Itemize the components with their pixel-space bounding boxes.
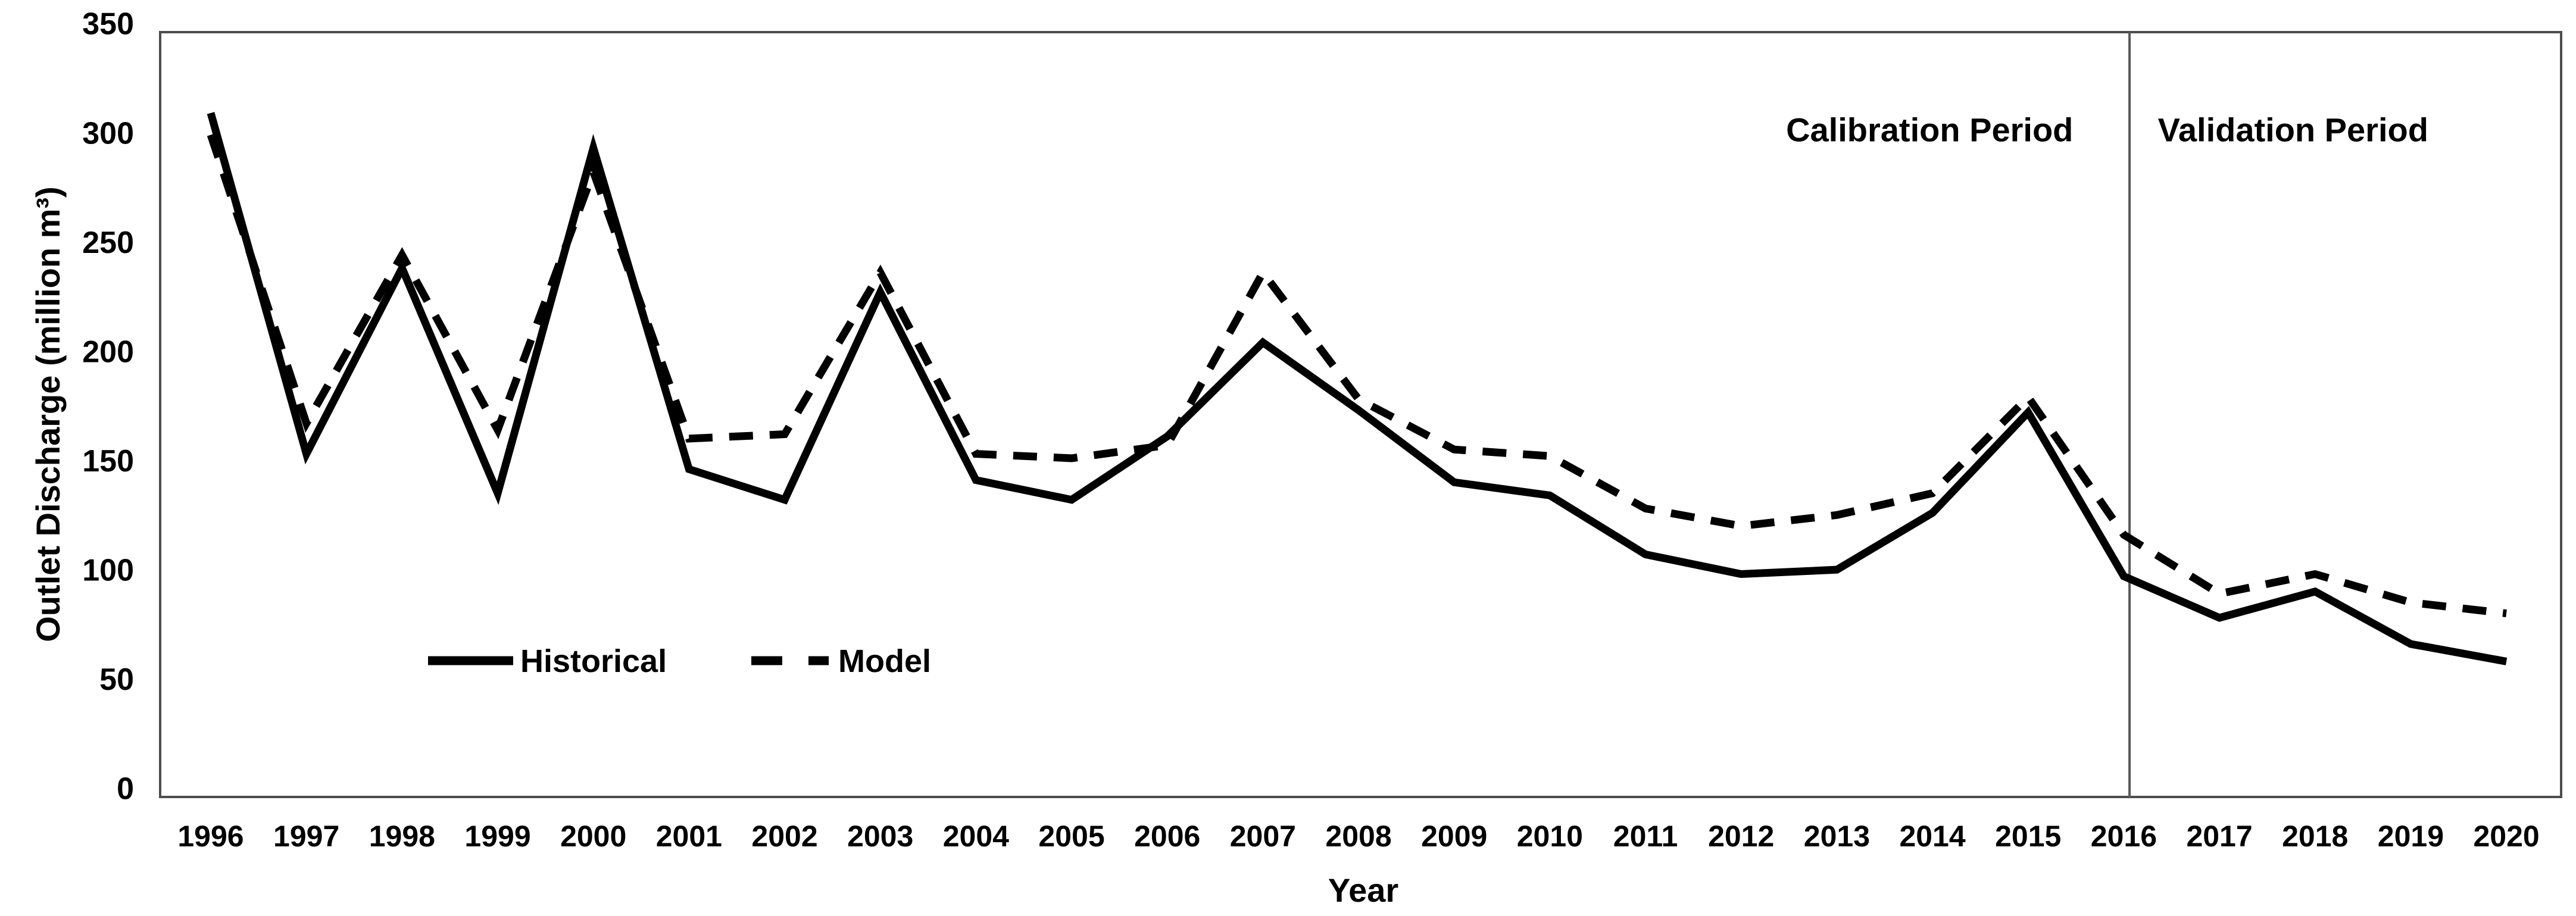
x-tick-label: 2002	[751, 820, 817, 853]
x-tick-label: 2016	[2091, 820, 2157, 853]
model-series-line	[207, 133, 2507, 618]
y-tick-label: 350	[82, 7, 134, 42]
y-axis-title: Outlet Discharge (million m³)	[29, 186, 67, 642]
y-tick-label: 50	[99, 662, 134, 697]
x-tick-label: 1997	[273, 820, 339, 853]
x-tick-label: 1999	[464, 820, 530, 853]
x-tick-label: 2017	[2186, 820, 2252, 853]
x-tick-label: 1996	[177, 820, 243, 853]
x-tick-label: 2010	[1517, 820, 1583, 853]
y-tick-label: 100	[82, 554, 134, 588]
x-tick-label: 2001	[656, 820, 722, 853]
y-tick-label: 150	[82, 444, 134, 479]
x-tick-label: 2006	[1134, 820, 1200, 853]
y-axis-tick-labels: 0 50 100 150 200 250 300 350	[82, 7, 134, 806]
x-tick-label: 2007	[1230, 820, 1296, 853]
x-axis-tick-labels: 1996 1997 1998 1999 2000 2001 2002 2003 2004 2005…	[177, 820, 2539, 853]
y-tick-label: 0	[117, 772, 134, 806]
legend: Historical Model	[428, 643, 931, 679]
historical-series-line	[207, 112, 2508, 665]
x-tick-label: 2005	[1038, 820, 1104, 853]
plot-border	[159, 31, 2562, 798]
y-tick-label: 200	[82, 334, 134, 369]
x-tick-label: 2003	[847, 820, 913, 853]
legend-label-historical: Historical	[520, 643, 667, 679]
x-axis-title: Year	[1328, 871, 1398, 909]
x-tick-label: 2019	[2378, 820, 2444, 853]
legend-label-model: Model	[838, 643, 931, 679]
x-tick-label: 2020	[2473, 820, 2539, 853]
x-tick-label: 2008	[1325, 820, 1391, 853]
x-tick-label: 2009	[1421, 820, 1487, 853]
x-tick-label: 2018	[2282, 820, 2348, 853]
x-tick-label: 2012	[1708, 820, 1774, 853]
x-tick-label: 2000	[560, 820, 626, 853]
x-tick-label: 2004	[943, 820, 1009, 853]
x-tick-label: 2011	[1613, 820, 1678, 853]
x-tick-label: 2014	[1899, 820, 1965, 853]
y-tick-label: 300	[82, 116, 134, 151]
validation-period-label: Validation Period	[2158, 111, 2428, 149]
calibration-period-label: Calibration Period	[1786, 111, 2073, 149]
y-tick-label: 250	[82, 226, 134, 260]
x-tick-label: 1998	[369, 820, 435, 853]
x-tick-label: 2015	[1995, 820, 2061, 853]
x-tick-label: 2013	[1804, 820, 1870, 853]
